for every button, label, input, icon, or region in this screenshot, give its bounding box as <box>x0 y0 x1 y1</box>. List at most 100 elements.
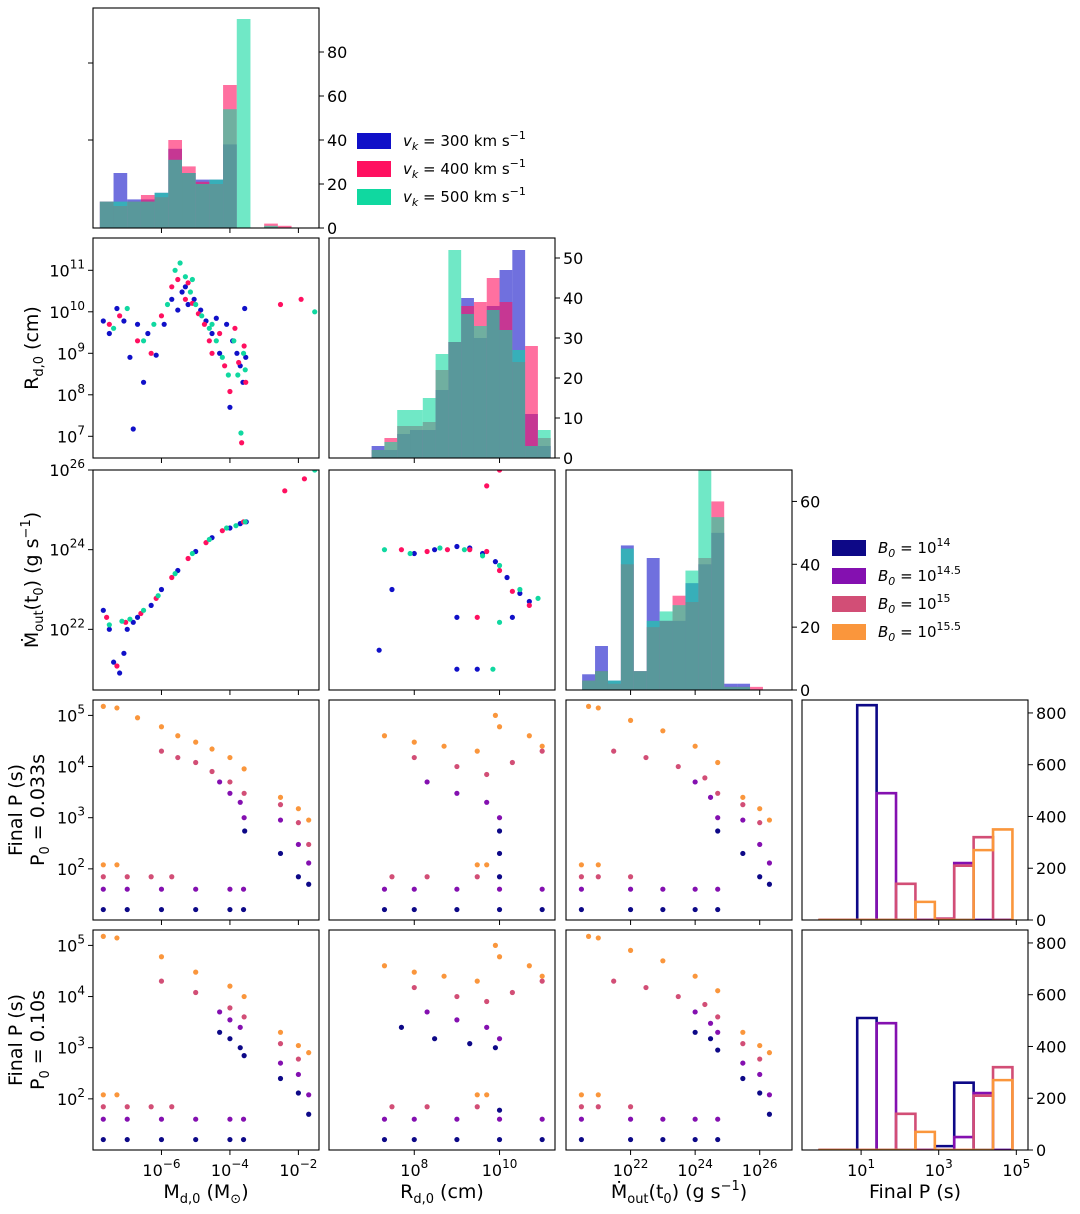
row1-col1-bar <box>223 109 237 228</box>
row5-col4-rtick-label: 800 <box>1036 934 1067 953</box>
row4-col1-point <box>277 850 284 857</box>
row4-col2-point <box>492 712 499 718</box>
row5-col1-point <box>295 1071 301 1078</box>
row5-col1-ytick-label: 102 <box>57 1086 85 1109</box>
row1-col1-rtick-label: 0 <box>327 219 337 238</box>
row5-col3-point <box>740 1060 746 1066</box>
row2-col1-point <box>189 276 195 283</box>
row5-col1-point <box>148 1104 154 1110</box>
row3-col3-bar <box>582 680 596 690</box>
row5-col1-point <box>193 969 199 975</box>
row5-col1-point <box>227 1005 233 1011</box>
row4-col3-point <box>675 763 681 770</box>
row5-col3-point <box>595 1104 601 1110</box>
row2-col1-point <box>158 313 165 319</box>
row2-col2-bar <box>525 446 538 458</box>
row4-col1-point <box>227 790 233 796</box>
row4-col1-point <box>148 874 154 880</box>
row2-col1-ytick-label: 109 <box>57 340 85 363</box>
row5-col3-point <box>692 1116 698 1122</box>
row4-col2-point <box>381 886 388 892</box>
row4-col1-point <box>100 703 106 709</box>
row5-col3-point <box>766 1050 773 1056</box>
row4-col3-point <box>715 886 721 892</box>
row5-col2-point <box>411 1116 417 1122</box>
row3-col1-point <box>117 670 123 676</box>
row5-col3-point <box>715 1029 721 1035</box>
row3-col1-ytick-label: 1026 <box>49 457 85 480</box>
row5-col2-point <box>539 978 545 984</box>
row2-col1-point <box>312 309 318 315</box>
row5-col1-point <box>295 1090 301 1096</box>
row4-col1-point <box>306 881 312 887</box>
row5-col3-point <box>660 958 666 964</box>
row4-col1-point <box>240 906 247 913</box>
row5-col3-point <box>757 1071 763 1078</box>
row5-col3-xtick-label: 1022 <box>613 1157 649 1180</box>
row4-col1-point <box>100 862 106 868</box>
legend-vk-label: vk = 300 km s−1 <box>403 129 526 153</box>
row5-col1-point <box>241 1014 247 1020</box>
row3-col3-bar <box>711 517 725 690</box>
legend-b0-swatch <box>832 540 866 556</box>
row4-col2-point <box>389 874 395 880</box>
row5-col1-point <box>114 935 120 941</box>
row5-col3-point <box>707 1020 714 1026</box>
row2-col2-bar <box>512 350 526 458</box>
row5-col2-point <box>539 1116 545 1122</box>
row2-col1-point <box>217 330 223 337</box>
row5-col4-rtick-label: 200 <box>1036 1089 1067 1108</box>
row2-col1-point <box>153 352 159 358</box>
row2-col1-point <box>234 350 240 356</box>
row2-col2-rtick-label: 50 <box>563 249 583 268</box>
row5-col3-point <box>766 1111 773 1117</box>
row3-col1-point <box>106 626 112 632</box>
row3-col1-point <box>312 470 318 473</box>
row5-col1-point <box>100 1136 106 1143</box>
row3-col3-bar <box>595 671 608 690</box>
row4-col1-point <box>193 739 199 745</box>
row4-col1-point <box>227 906 233 913</box>
row4-col3-point <box>627 886 634 892</box>
row4-col3-point <box>595 705 601 711</box>
row4-col3-point <box>660 886 666 892</box>
row5-col1-point <box>158 954 165 960</box>
row2-col1-ytick-label: 108 <box>57 382 85 405</box>
row3-col3-bar <box>737 686 751 690</box>
row4-col1-ytick-label: 105 <box>57 702 85 725</box>
row4-col4-rtick-label: 600 <box>1036 756 1067 775</box>
row4-col1-point <box>114 862 120 868</box>
y-axis-label-mdot: Ṁout​(t0​) (g s−1​) <box>19 512 47 648</box>
row2-col2-bar <box>448 250 462 458</box>
row3-col2-point <box>389 586 395 593</box>
row5-col2-point <box>496 1116 503 1122</box>
row4-col2-point <box>539 748 545 754</box>
row3-col3-rtick-label: 20 <box>800 618 820 637</box>
row2-col1-point <box>201 321 208 327</box>
row3-col2-point <box>407 550 413 557</box>
row5-col1-points <box>100 933 312 1143</box>
row3-col1-point <box>172 571 178 577</box>
y-axis-label-p0-row5: P0​ = 0.10s <box>27 990 53 1090</box>
labels-layer: 0204060801071081091010101101020304050102… <box>5 43 1067 1207</box>
row5-col4-step <box>818 1021 1013 1150</box>
row4-col3-point <box>578 886 585 892</box>
row2-col1-point <box>209 350 215 356</box>
row4-col2-point <box>424 779 430 785</box>
row5-col1-point <box>295 1042 301 1049</box>
row5-col2-point <box>389 1104 395 1110</box>
row4-col1-point <box>295 841 301 848</box>
row2-col1-point <box>134 338 141 344</box>
row5-col1-point <box>241 993 247 1000</box>
row3-col3-bar <box>646 620 660 690</box>
row5-col2-point <box>398 1024 405 1030</box>
row2-col1-point <box>191 296 197 302</box>
row5-col2-xtick-label: 1010 <box>482 1157 518 1180</box>
row1-col1-bar <box>140 201 155 228</box>
row1-col1-rtick-label: 40 <box>327 131 347 150</box>
row2-col1-point <box>224 321 230 327</box>
row3-col1-point <box>114 663 120 669</box>
row3-col2-point <box>467 547 473 553</box>
row3-col2-point <box>496 567 503 574</box>
row4-col3-point <box>578 874 585 880</box>
